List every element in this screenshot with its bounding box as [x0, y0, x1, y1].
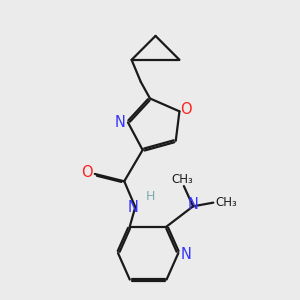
Text: N: N	[114, 115, 125, 130]
Text: H: H	[145, 190, 155, 202]
Text: CH₃: CH₃	[171, 173, 193, 186]
Text: N: N	[188, 197, 199, 212]
Text: O: O	[180, 102, 192, 117]
Text: N: N	[128, 200, 139, 214]
Text: O: O	[82, 165, 93, 180]
Text: N: N	[181, 248, 192, 262]
Text: CH₃: CH₃	[215, 196, 237, 209]
